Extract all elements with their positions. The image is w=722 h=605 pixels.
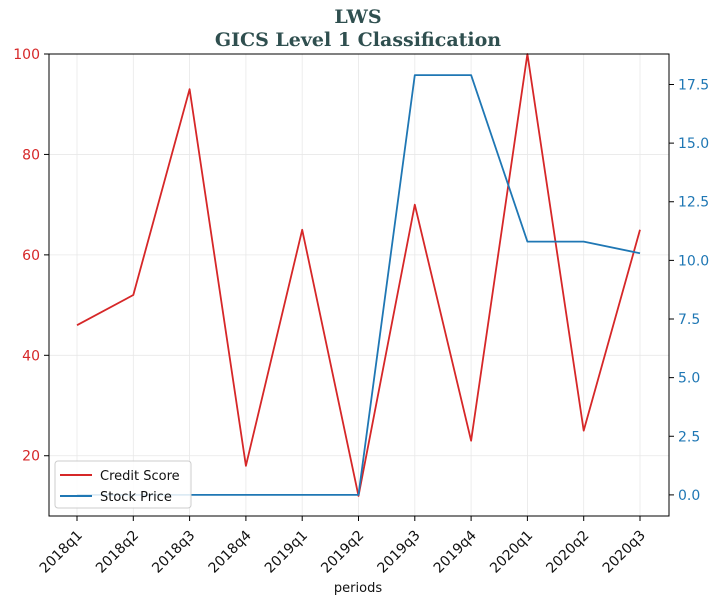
left-tick-label: 100: [13, 47, 40, 63]
x-tick-label: 2018q2: [93, 528, 142, 577]
chart-title: LWS: [334, 6, 381, 28]
x-tick-label: 2018q4: [206, 527, 255, 576]
left-axis: 20 40 60 80 100: [13, 47, 49, 465]
x-axis-label: periods: [334, 581, 382, 596]
x-tick-label: 2018q3: [149, 528, 198, 577]
right-tick-label: 10.0: [678, 253, 709, 269]
x-tick-label: 2019q1: [262, 528, 311, 577]
chart-subtitle: GICS Level 1 Classification: [215, 29, 501, 51]
x-tick-label: 2019q2: [318, 528, 367, 577]
plot-frame: [48, 53, 670, 517]
legend-label-stock-price: Stock Price: [100, 490, 172, 505]
legend: Credit Score Stock Price: [54, 460, 192, 509]
x-tick-label: 2018q1: [37, 528, 86, 577]
x-tick-label: 2020q2: [543, 528, 592, 577]
right-tick-label: 2.5: [678, 429, 700, 445]
right-tick-label: 15.0: [678, 136, 709, 152]
legend-label-credit-score: Credit Score: [100, 469, 180, 484]
right-tick-label: 7.5: [678, 312, 700, 328]
right-tick-label: 12.5: [678, 195, 709, 211]
series-line-credit-score: [76, 53, 641, 497]
x-tick-label: 2020q3: [600, 528, 649, 577]
x-axis: 2018q1 2018q2 2018q3 2018q4 2019q1 2019q2 2019…: [37, 516, 649, 577]
left-tick-label: 40: [22, 348, 40, 364]
grid: [49, 53, 669, 516]
left-tick-label: 80: [22, 147, 40, 163]
right-tick-label: 0.0: [678, 488, 700, 504]
left-tick-label: 60: [22, 248, 40, 264]
right-axis: 0.0 2.5 5.0 7.5 10.0 12.5 15.0 17.5: [669, 77, 709, 504]
x-tick-label: 2020q1: [487, 528, 536, 577]
left-tick-label: 20: [22, 449, 40, 465]
x-tick-label: 2019q4: [431, 527, 480, 576]
x-tick-label: 2019q3: [375, 528, 424, 577]
right-tick-label: 17.5: [678, 77, 709, 93]
right-tick-label: 5.0: [678, 371, 700, 387]
